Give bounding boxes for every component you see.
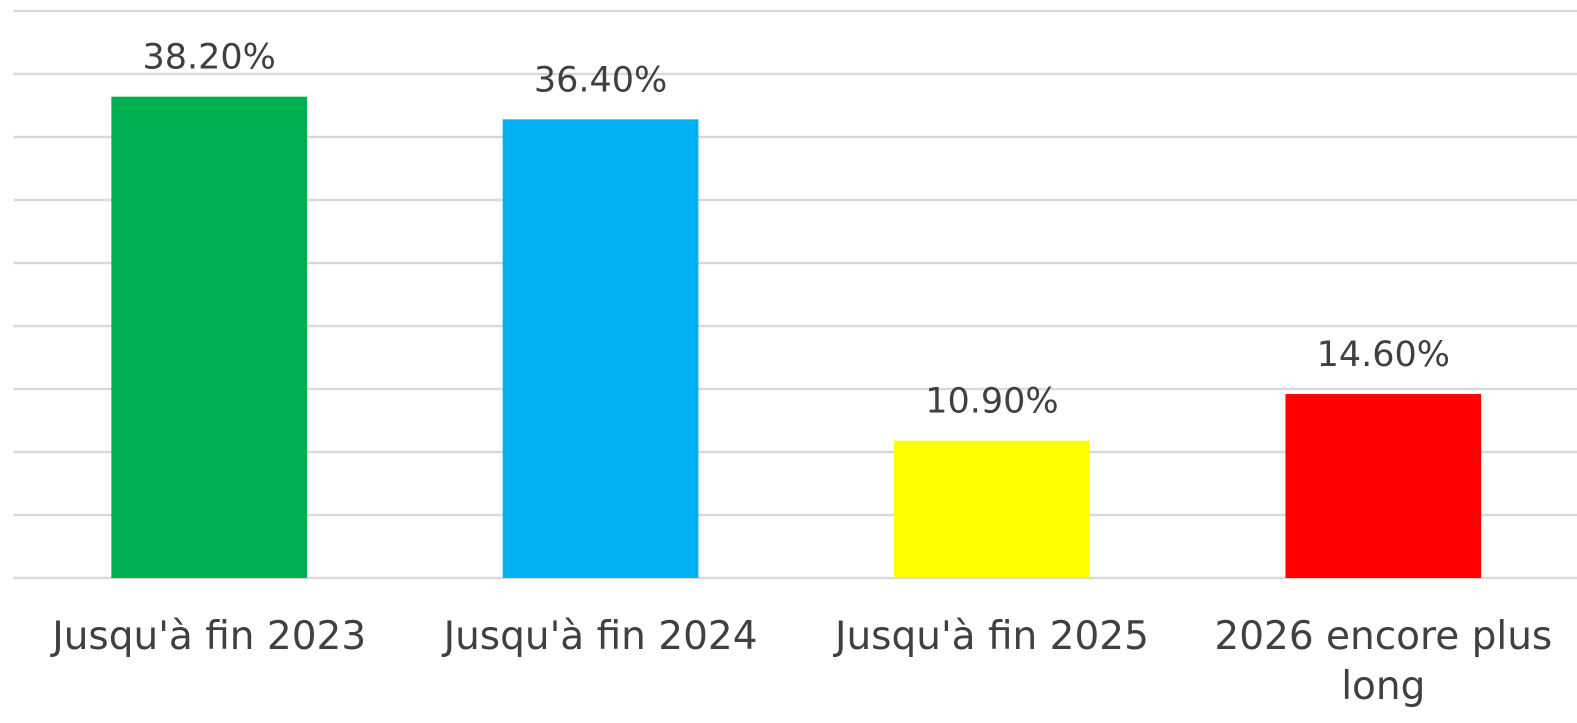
value-label: 38.20% xyxy=(142,38,275,78)
bar xyxy=(111,96,308,579)
bar xyxy=(1285,394,1482,578)
value-label: 14.60% xyxy=(1317,335,1450,375)
x-tick-label: Jusqu'à fin 2023 xyxy=(52,614,367,659)
bar xyxy=(894,440,1090,578)
value-label: 36.40% xyxy=(534,60,667,100)
value-label: 10.90% xyxy=(925,382,1058,422)
x-tick-label: Jusqu'à fin 2024 xyxy=(443,614,758,659)
bar xyxy=(502,119,699,579)
x-tick-label: 2026 encore plus long xyxy=(1214,614,1553,709)
x-tick-label: Jusqu'à fin 2025 xyxy=(834,614,1149,659)
